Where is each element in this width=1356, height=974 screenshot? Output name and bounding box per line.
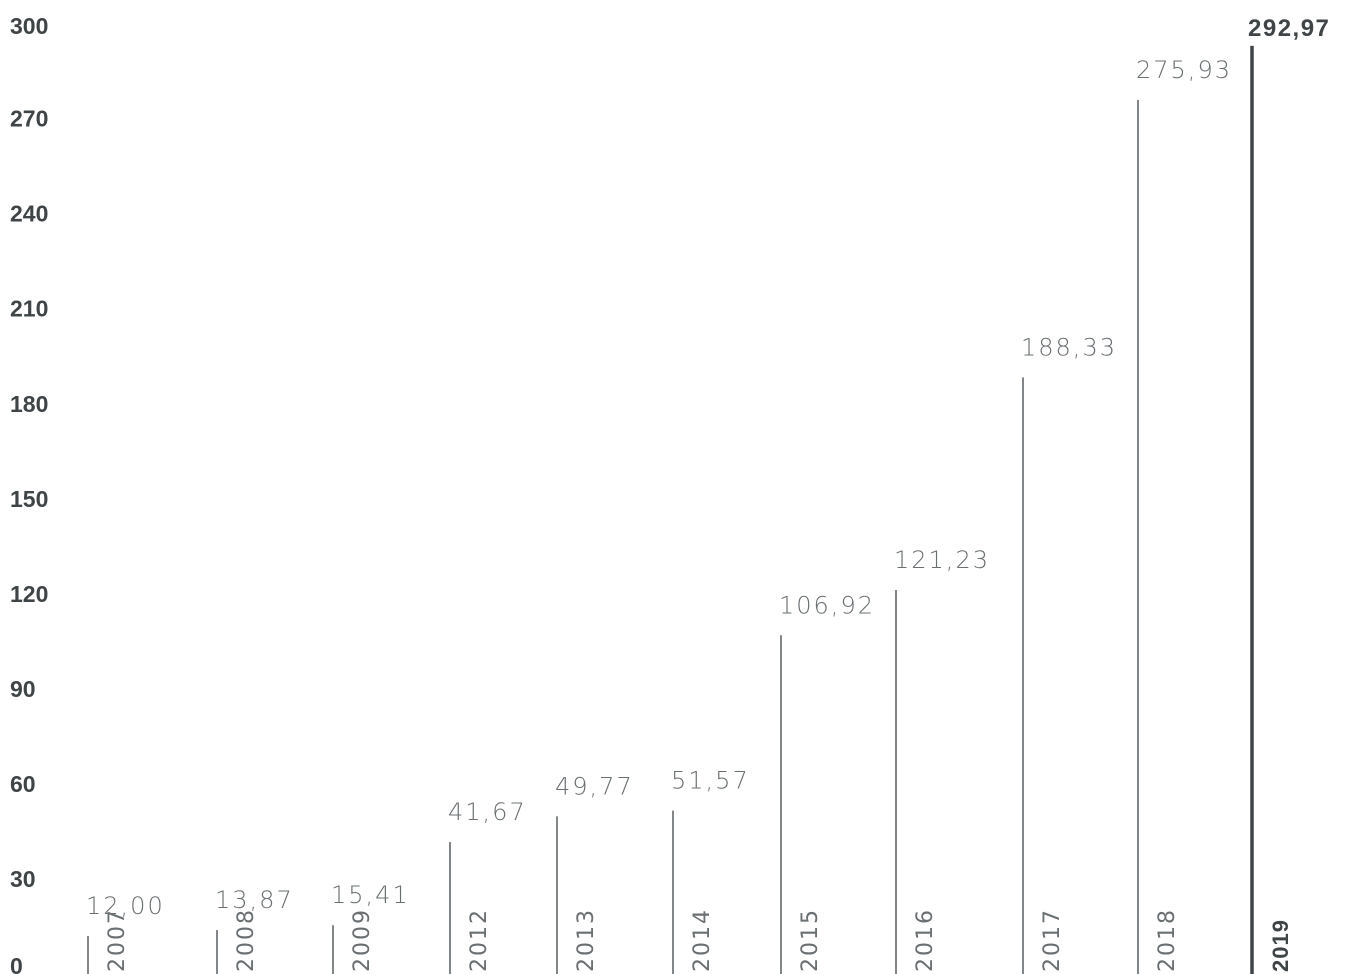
data-label: 51,57 xyxy=(671,767,750,795)
data-label: 121,23 xyxy=(894,546,990,574)
y-tick-label: 240 xyxy=(10,201,48,227)
x-tick-label: 2017 xyxy=(1040,908,1065,972)
data-label: 106,92 xyxy=(779,591,875,619)
data-label: 12,00 xyxy=(86,892,165,920)
data-label: 13,87 xyxy=(215,886,294,914)
y-axis: 0 30 60 90 120 150 180 210 240 270 300 xyxy=(10,13,48,974)
x-tick-label: 2018 xyxy=(1155,908,1180,972)
x-tick-label: 2015 xyxy=(798,908,823,972)
y-tick-label: 270 xyxy=(10,106,48,132)
data-label: 292,97 xyxy=(1248,15,1330,42)
x-tick-label: 2007 xyxy=(105,908,130,972)
y-tick-label: 180 xyxy=(10,391,48,417)
bars xyxy=(87,45,1254,974)
y-tick-label: 150 xyxy=(10,486,48,512)
y-tick-label: 210 xyxy=(10,296,48,322)
data-label: 41,67 xyxy=(448,798,527,826)
y-tick-label: 0 xyxy=(10,953,23,974)
data-label: 49,77 xyxy=(555,772,634,800)
y-tick-label: 120 xyxy=(10,581,48,607)
y-tick-label: 90 xyxy=(10,676,36,702)
data-label: 15,41 xyxy=(331,881,410,909)
x-tick-label: 2014 xyxy=(690,908,715,972)
y-tick-label: 60 xyxy=(10,771,36,797)
x-tick-label: 2016 xyxy=(913,908,938,972)
x-tick-label: 2009 xyxy=(350,908,375,972)
y-tick-label: 30 xyxy=(10,866,36,892)
data-label: 275,93 xyxy=(1136,56,1232,84)
x-tick-label: 2008 xyxy=(234,908,259,972)
x-tick-label: 2012 xyxy=(467,908,492,972)
x-axis-labels: 2007 2008 2009 2012 2013 2014 2015 2016 2017 2018… xyxy=(105,908,1293,972)
value-labels: 12,00 13,87 15,41 41,67 49,77 51,57 106,92 121,… xyxy=(86,15,1330,920)
x-tick-label: 2019 xyxy=(1268,919,1293,972)
y-tick-label: 300 xyxy=(10,13,48,39)
x-tick-label: 2013 xyxy=(574,908,599,972)
data-label: 188,33 xyxy=(1021,333,1117,361)
